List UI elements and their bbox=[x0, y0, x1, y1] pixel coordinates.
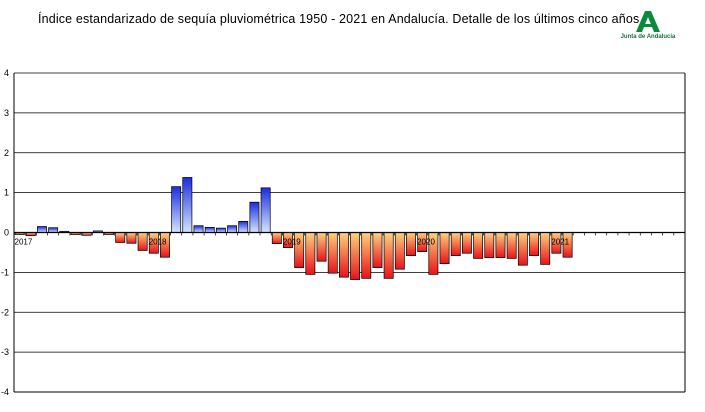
axis-labels: -4 -3 -2 -1 0 1 2 3 4 2017 2018 2019 2020 2021 bbox=[1, 68, 570, 397]
bar bbox=[361, 232, 372, 279]
bar bbox=[529, 232, 539, 256]
bar bbox=[473, 232, 484, 259]
bar bbox=[350, 232, 361, 280]
y-tick-label: -4 bbox=[1, 387, 9, 397]
bar bbox=[48, 227, 59, 233]
bar bbox=[517, 232, 528, 266]
bar bbox=[204, 226, 215, 233]
bar bbox=[372, 232, 383, 268]
bar bbox=[383, 232, 394, 279]
x-year-label: 2018 bbox=[149, 238, 167, 247]
bar bbox=[495, 232, 506, 258]
bar bbox=[316, 232, 327, 262]
x-year-label: 2020 bbox=[417, 238, 435, 247]
bar bbox=[540, 232, 551, 265]
bar bbox=[249, 201, 260, 233]
bar bbox=[439, 232, 450, 264]
bar bbox=[260, 187, 271, 233]
bar bbox=[193, 225, 204, 233]
y-tick-label: 0 bbox=[4, 228, 9, 238]
logo-a-icon bbox=[636, 11, 660, 32]
y-tick-label: -1 bbox=[1, 267, 9, 277]
bar bbox=[227, 225, 238, 233]
bar bbox=[406, 232, 416, 256]
bar bbox=[394, 232, 405, 270]
bar bbox=[171, 186, 182, 233]
x-year-label: 2019 bbox=[283, 238, 301, 247]
y-tick-label: -3 bbox=[1, 347, 9, 357]
y-tick-label: 3 bbox=[4, 108, 9, 118]
y-tick-label: 1 bbox=[4, 188, 9, 198]
bar bbox=[484, 232, 495, 258]
bar bbox=[215, 227, 226, 233]
axes bbox=[13, 73, 686, 393]
bar bbox=[37, 226, 47, 233]
logo-text: Junta de Andalucía bbox=[620, 34, 676, 40]
junta-de-andalucia-logo: Junta de Andalucía bbox=[612, 8, 684, 44]
bars bbox=[14, 177, 573, 280]
bar bbox=[238, 220, 249, 233]
bar bbox=[271, 232, 282, 245]
bar bbox=[450, 232, 461, 256]
y-tick-label: -2 bbox=[1, 307, 9, 317]
x-year-label: 2017 bbox=[15, 238, 33, 247]
bar bbox=[461, 232, 472, 254]
bar bbox=[137, 232, 148, 251]
y-tick-label: 4 bbox=[4, 68, 9, 78]
bar bbox=[126, 232, 137, 244]
bar bbox=[338, 232, 349, 278]
bar bbox=[182, 177, 193, 233]
y-tick-label: 2 bbox=[4, 148, 9, 158]
x-year-label: 2021 bbox=[551, 238, 569, 247]
bar bbox=[305, 232, 316, 275]
bar bbox=[327, 232, 338, 274]
bar bbox=[115, 232, 126, 243]
chart-title: Índice estandarizado de sequía pluviomét… bbox=[38, 12, 644, 26]
bar bbox=[506, 232, 517, 259]
